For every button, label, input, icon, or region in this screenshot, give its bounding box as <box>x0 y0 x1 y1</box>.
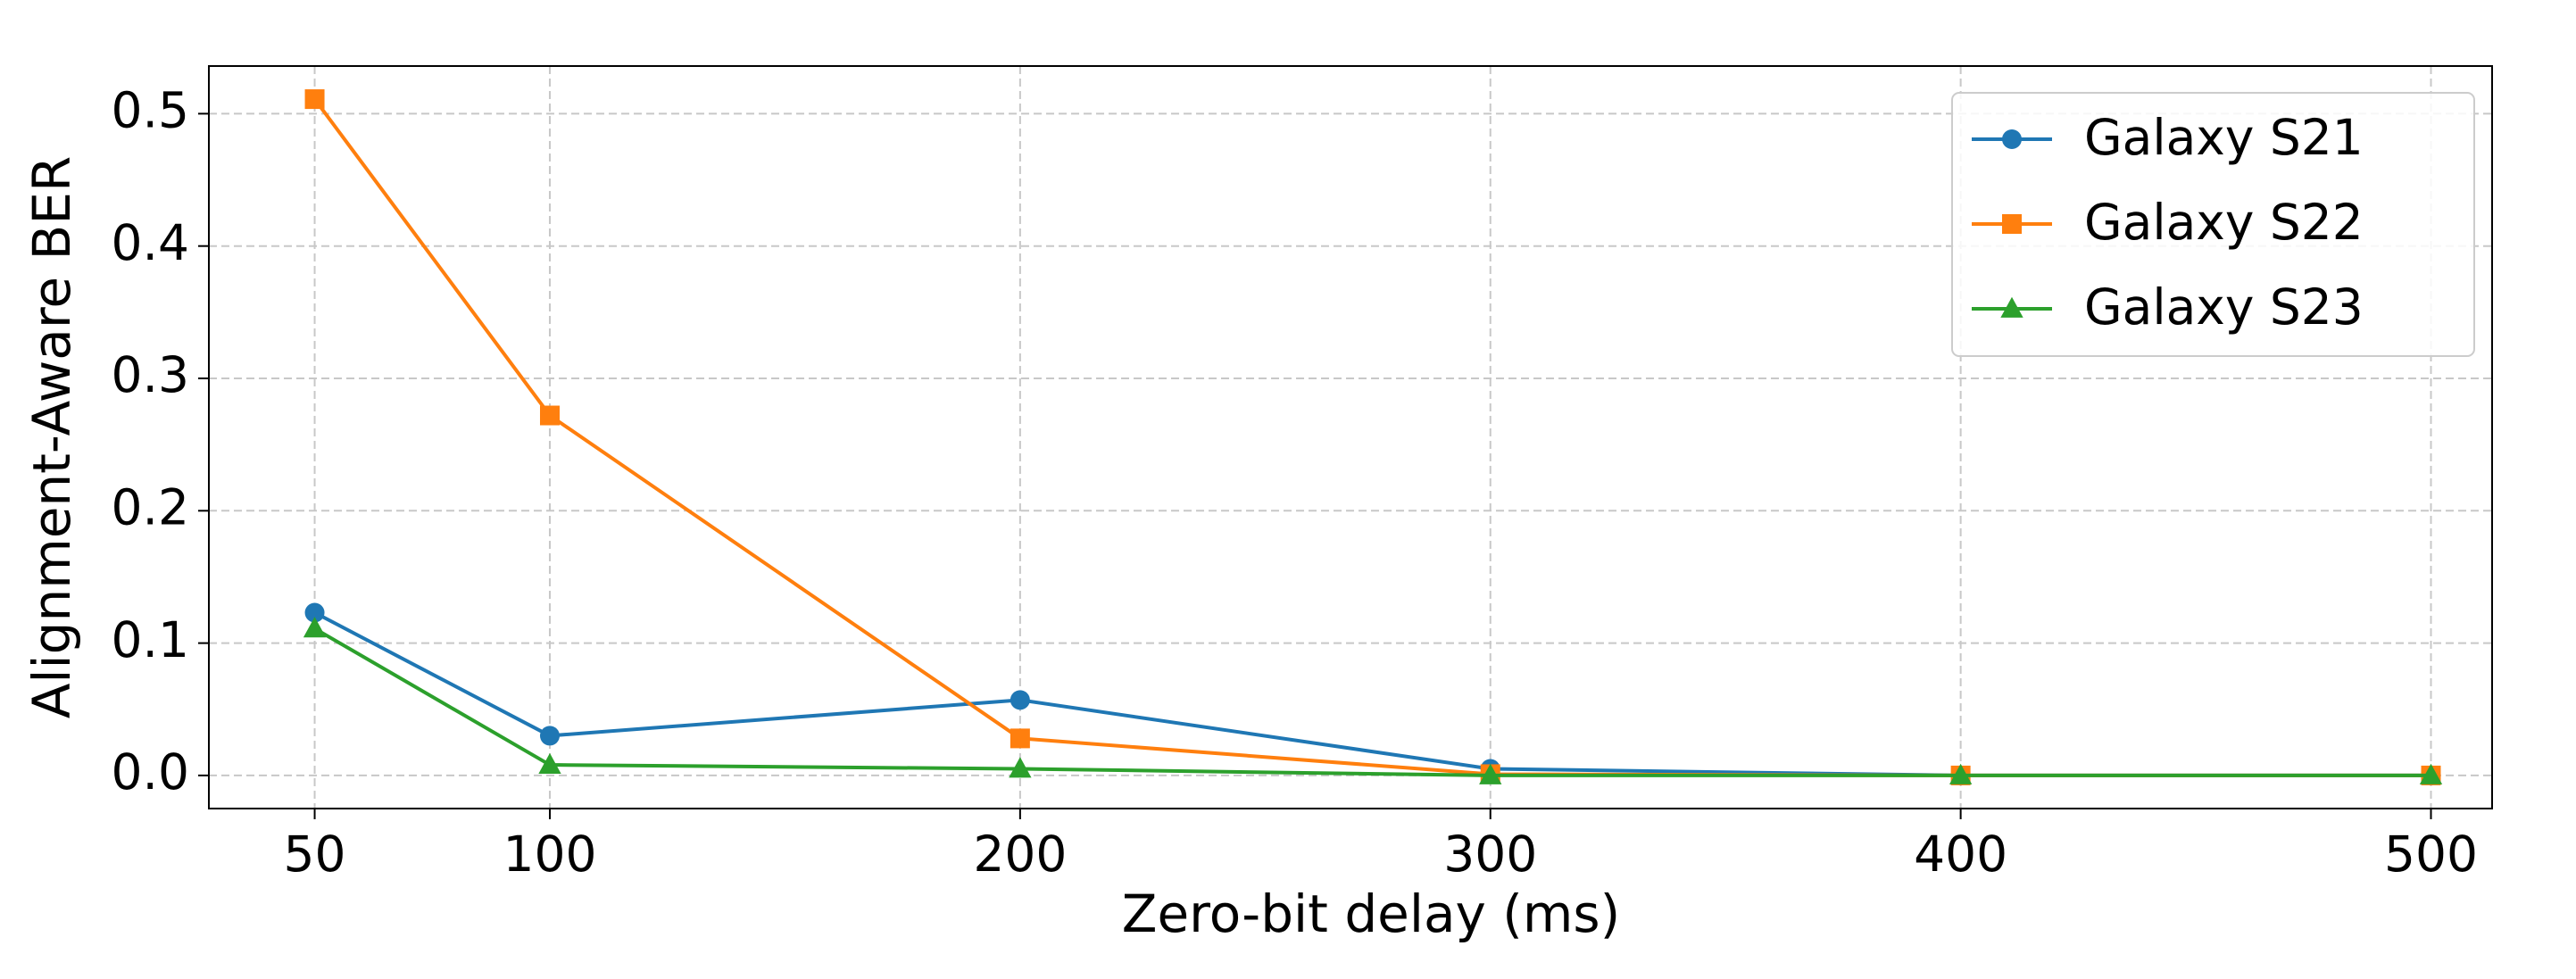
marker <box>304 89 325 110</box>
marker <box>539 726 560 746</box>
marker <box>1949 763 1973 784</box>
marker <box>1479 763 1502 784</box>
marker <box>2002 214 2022 234</box>
series-line <box>313 626 2431 777</box>
marker <box>304 602 325 623</box>
marker <box>2000 296 2023 318</box>
legend-frame <box>1951 92 2475 357</box>
marker <box>2419 763 2443 784</box>
legend-label: Galaxy S22 <box>2084 194 2364 251</box>
marker <box>303 617 327 638</box>
y-tick-label: 0.1 <box>112 611 189 668</box>
marker <box>538 752 561 774</box>
x-tick-label: 200 <box>973 826 1067 883</box>
y-tick-label: 0.2 <box>112 478 189 535</box>
marker <box>1010 690 1030 710</box>
y-tick-label: 0.3 <box>112 346 189 403</box>
x-tick-label: 100 <box>503 826 596 883</box>
x-tick-label: 300 <box>1443 826 1537 883</box>
marker <box>2002 129 2022 149</box>
legend-label: Galaxy S23 <box>2084 278 2364 336</box>
marker <box>539 405 560 426</box>
y-tick-label: 0.4 <box>112 214 189 271</box>
y-tick-label: 0.5 <box>112 82 189 139</box>
marker <box>1010 728 1030 749</box>
legend-label: Galaxy S21 <box>2084 109 2364 166</box>
x-tick-label: 400 <box>1914 826 2007 883</box>
y-axis-label: Alignment-Aware BER <box>21 156 82 719</box>
x-tick-label: 50 <box>284 826 346 883</box>
x-axis-label: Zero-bit delay (ms) <box>1122 884 1620 944</box>
plot-frame <box>208 65 2493 809</box>
y-tick-label: 0.0 <box>112 743 189 801</box>
x-tick-label: 500 <box>2384 826 2478 883</box>
marker <box>1009 757 1032 778</box>
series-line <box>313 610 2431 777</box>
